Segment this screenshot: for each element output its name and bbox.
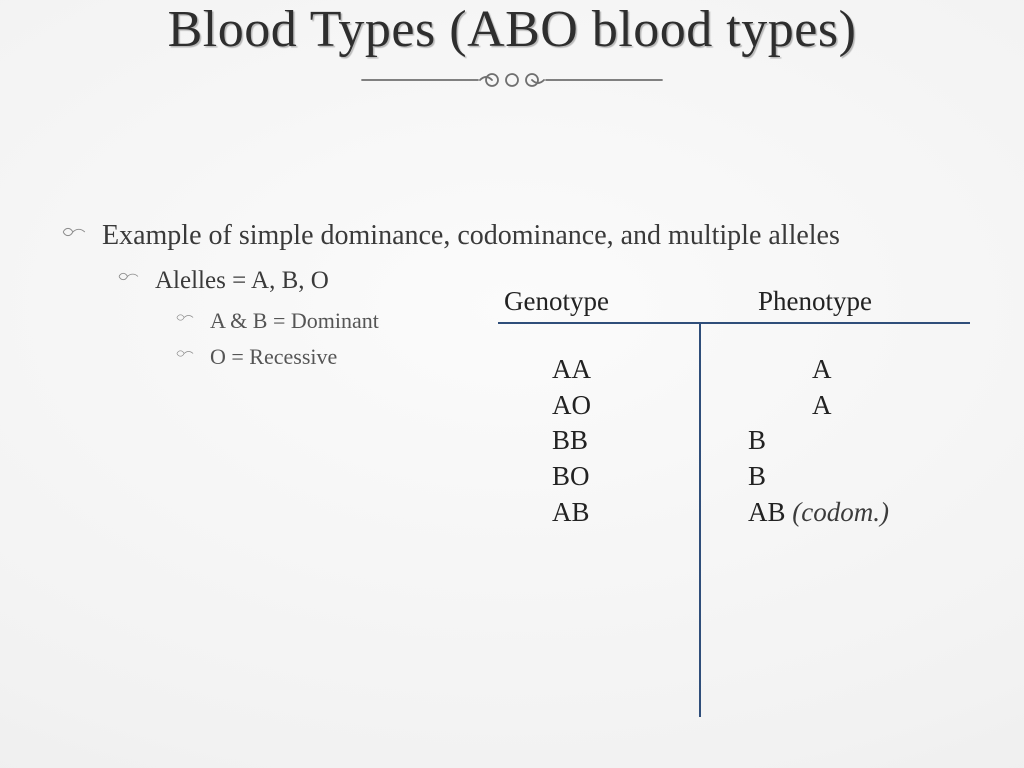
slide-title: Blood Types (ABO blood types)	[168, 0, 857, 60]
flourish-bullet-icon	[176, 346, 194, 366]
bullet-text: Example of simple dominance, codominance…	[102, 218, 984, 254]
genotype-cell: BO	[498, 459, 710, 495]
title-ornament	[0, 66, 1024, 99]
phenotype-note: (codom.)	[786, 497, 889, 527]
tchart-row: BOB	[498, 459, 970, 495]
genotype-cell: AB	[498, 495, 710, 531]
tchart-header-left: Genotype	[498, 286, 710, 317]
tchart-body: AAAAOABBBBOBABAB (codom.)	[498, 352, 970, 530]
tchart-row: ABAB (codom.)	[498, 495, 970, 531]
flourish-icon	[352, 66, 672, 94]
phenotype-cell: A	[710, 352, 970, 388]
genotype-cell: AA	[498, 352, 710, 388]
tchart-row: BBB	[498, 423, 970, 459]
flourish-bullet-icon	[62, 222, 86, 247]
genotype-cell: BB	[498, 423, 710, 459]
tchart-header-right: Phenotype	[710, 286, 970, 317]
tchart-row: AOA	[498, 388, 970, 424]
bullet-level1: Example of simple dominance, codominance…	[62, 218, 984, 254]
flourish-bullet-icon	[176, 310, 194, 330]
phenotype-cell: AB (codom.)	[710, 495, 970, 531]
title-block: Blood Types (ABO blood types)	[0, 0, 1024, 60]
phenotype-cell: B	[710, 423, 970, 459]
phenotype-cell: A	[710, 388, 970, 424]
flourish-bullet-icon	[118, 268, 139, 290]
tchart-header: Genotype Phenotype	[498, 286, 970, 317]
genotype-cell: AO	[498, 388, 710, 424]
phenotype-cell: B	[710, 459, 970, 495]
tchart-row: AAA	[498, 352, 970, 388]
